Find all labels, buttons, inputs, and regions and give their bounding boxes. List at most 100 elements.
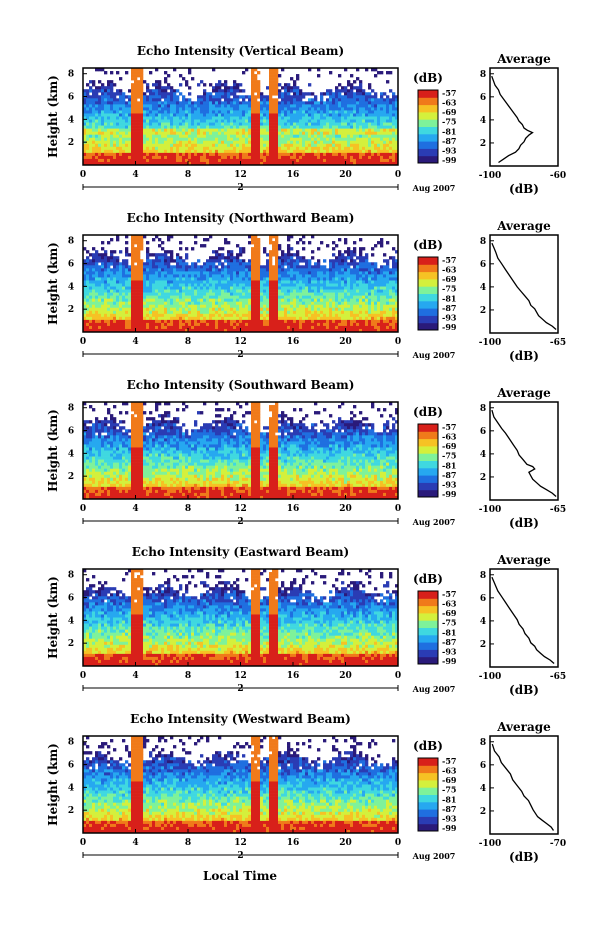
x-tick-label: 8 [185, 671, 191, 681]
heatmap [83, 68, 399, 166]
avg-title: Average [496, 386, 551, 400]
heatmap [83, 235, 399, 333]
avg-y-tick-label: 6 [480, 93, 486, 103]
colorbar-band [418, 642, 438, 650]
colorbar-tick-label: -99 [442, 823, 457, 833]
x-tick-label: 4 [132, 838, 138, 848]
y-tick-label: 4 [68, 616, 74, 626]
colorbar-band [418, 148, 438, 157]
avg-y-tick-label: 8 [480, 237, 486, 247]
y-axis-label: Height (km) [46, 743, 60, 826]
colorbar-band [418, 816, 438, 825]
colorbar-tick-label: -75 [442, 618, 456, 628]
panel-title: Echo Intensity (Westward Beam) [130, 712, 351, 726]
avg-x-axis-label: (dB) [509, 850, 539, 864]
colorbar-band [418, 475, 438, 483]
x-tick-label: 16 [287, 504, 300, 514]
panel-1: Echo Intensity (Northward Beam) 2 4 6 8 Heigh… [46, 211, 566, 363]
colorbar-unit: (dB) [413, 572, 443, 586]
avg-y-tick-label: 6 [480, 260, 486, 270]
x-axis-label: Local Time [203, 869, 277, 883]
colorbar-band [418, 489, 438, 498]
date-day-label: 2 [237, 183, 243, 193]
avg-profile-line [491, 75, 534, 164]
panel-3: Echo Intensity (Eastward Beam) 2 4 6 8 Height… [46, 545, 566, 697]
x-tick-label: 20 [339, 337, 352, 347]
avg-y-tick-label: 6 [480, 761, 486, 771]
avg-title: Average [496, 219, 551, 233]
panel-title: Echo Intensity (Eastward Beam) [132, 545, 349, 559]
x-tick-label: 12 [234, 671, 247, 681]
avg-x-tick-label: -65 [550, 672, 566, 682]
x-tick-label: 4 [132, 170, 138, 180]
colorbar-tick-label: -63 [442, 265, 457, 275]
date-day-label: 2 [237, 684, 243, 694]
avg-y-tick-label: 2 [480, 473, 486, 483]
colorbar-tick-label: -99 [442, 656, 457, 666]
colorbar-band [418, 620, 438, 628]
avg-x-tick-label: -60 [550, 171, 566, 181]
x-tick-label: 8 [185, 838, 191, 848]
avg-y-tick-label: 8 [480, 738, 486, 748]
colorbar-tick-label: -57 [442, 88, 456, 98]
x-tick-label: 20 [339, 671, 352, 681]
y-tick-label: 6 [68, 260, 74, 270]
colorbar-band [418, 649, 438, 658]
avg-y-tick-label: 2 [480, 640, 486, 650]
panel-0: Echo Intensity (Vertical Beam) 2 4 6 8 Height… [46, 44, 566, 196]
x-tick-label: 16 [287, 671, 300, 681]
colorbar-tick-label: -75 [442, 451, 456, 461]
avg-frame [489, 401, 559, 501]
avg-profile-line [491, 242, 557, 330]
colorbar-tick-label: -87 [442, 136, 456, 146]
y-tick-label: 6 [68, 93, 74, 103]
avg-x-tick-label: -100 [479, 338, 502, 348]
x-tick-label: 8 [185, 170, 191, 180]
y-tick-label: 4 [68, 449, 74, 459]
avg-x-axis-label: (dB) [509, 182, 539, 196]
panel-title: Echo Intensity (Northward Beam) [127, 211, 355, 225]
avg-frame [489, 735, 559, 835]
colorbar-frame [417, 423, 439, 498]
colorbar-band [418, 453, 438, 461]
colorbar-band [418, 482, 438, 491]
colorbar-tick-label: -93 [442, 646, 457, 656]
colorbar-band [418, 293, 438, 302]
colorbar-band [418, 801, 438, 810]
y-tick-label: 8 [68, 404, 74, 414]
colorbar-tick-label: -75 [442, 284, 456, 294]
heatmap [83, 402, 399, 500]
colorbar-band [418, 278, 438, 287]
colorbar-tick-label: -75 [442, 785, 456, 795]
colorbar-tick-label: -93 [442, 479, 457, 489]
colorbar-band [418, 627, 438, 636]
colorbar-tick-label: -69 [442, 441, 457, 451]
avg-frame [489, 67, 559, 167]
avg-x-tick-label: -65 [550, 338, 566, 348]
x-tick-label: 16 [287, 170, 300, 180]
colorbar-band [418, 772, 438, 781]
colorbar-band [418, 97, 438, 106]
avg-y-tick-label: 2 [480, 139, 486, 149]
y-axis-label: Height (km) [46, 409, 60, 492]
avg-title: Average [496, 720, 551, 734]
x-tick-label: 8 [185, 504, 191, 514]
panel-title: Echo Intensity (Southward Beam) [127, 378, 355, 392]
panel-4: Echo Intensity (Westward Beam) 2 4 6 8 Height… [46, 712, 566, 864]
y-tick-label: 2 [68, 806, 74, 816]
colorbar-tick-label: -81 [442, 627, 456, 637]
avg-y-tick-label: 8 [480, 571, 486, 581]
colorbar-tick-label: -57 [442, 255, 456, 265]
colorbar-band [418, 809, 438, 817]
avg-y-tick-label: 8 [480, 70, 486, 80]
y-tick-label: 4 [68, 783, 74, 793]
y-tick-label: 4 [68, 282, 74, 292]
colorbar-band [418, 271, 438, 280]
avg-title: Average [496, 553, 551, 567]
panel-title: Echo Intensity (Vertical Beam) [137, 44, 344, 58]
colorbar-band [418, 133, 438, 142]
x-tick-label: 4 [132, 504, 138, 514]
colorbar-unit: (dB) [413, 71, 443, 85]
x-tick-label: 0 [80, 504, 86, 514]
avg-title: Average [496, 52, 551, 66]
